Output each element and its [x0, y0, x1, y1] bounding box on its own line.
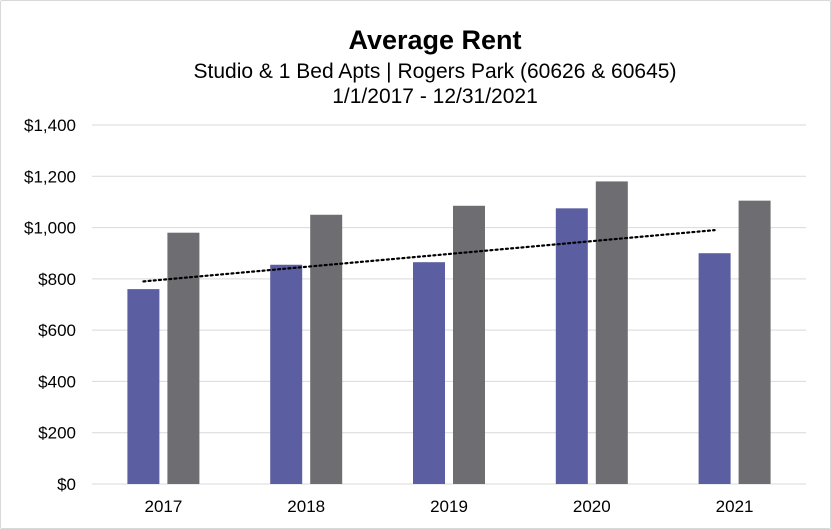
bar-series-2-2021 [738, 200, 771, 484]
x-tick-label: 2020 [573, 497, 611, 516]
chart-subtitle-line-2: 1/1/2017 - 12/31/2021 [332, 85, 538, 108]
y-tick-label: $200 [38, 424, 76, 443]
bar-series-1-2018 [270, 264, 303, 484]
y-tick-label: $1,400 [24, 116, 76, 135]
bar-series-1-2020 [555, 208, 588, 484]
y-tick-label: $1,000 [24, 219, 76, 238]
chart-subtitle-line-1: Studio & 1 Bed Apts | Rogers Park (60626… [194, 60, 677, 83]
chart-title: Average Rent [348, 25, 521, 55]
y-tick-label: $800 [38, 270, 76, 289]
x-tick-label: 2018 [287, 497, 325, 516]
bars [127, 181, 771, 484]
x-tick-label: 2017 [144, 497, 182, 516]
y-axis-tick-labels: $0 $200 $400 $600 $800 $1,000 $1,200 $1,400 [24, 116, 76, 494]
x-tick-label: 2019 [430, 497, 468, 516]
x-tick-label: 2021 [716, 497, 754, 516]
y-tick-label: $400 [38, 372, 76, 391]
gridlines [92, 124, 806, 485]
bar-series-1-2019 [413, 262, 445, 484]
bar-series-2-2019 [453, 205, 485, 484]
y-tick-label: $0 [57, 475, 76, 494]
trendline [142, 229, 716, 283]
bar-series-1-2017 [127, 289, 160, 484]
x-axis-tick-labels: 2017 2018 2019 2020 2021 [144, 497, 753, 516]
trendline-dotted [142, 229, 716, 283]
bar-series-1-2021 [698, 253, 731, 484]
bar-series-2-2020 [595, 181, 628, 484]
y-tick-label: $600 [38, 321, 76, 340]
bar-series-2-2017 [167, 232, 200, 484]
y-tick-label: $1,200 [24, 167, 76, 186]
bar-series-2-2018 [310, 214, 343, 484]
